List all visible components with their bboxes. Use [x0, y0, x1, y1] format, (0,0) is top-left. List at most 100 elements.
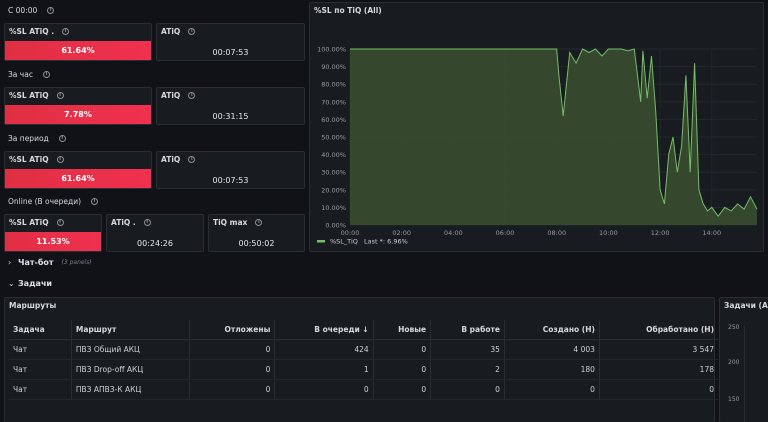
- chart-title: %SL по TiQ (All): [314, 6, 382, 15]
- x-tick-label: 04:00: [444, 229, 463, 237]
- table-cell: 424: [274, 339, 374, 360]
- table-row[interactable]: Чат ПВЗ Drop-off АКЦ 0 1 0 2 180 178: [9, 359, 718, 380]
- x-tick-label: 08:00: [547, 229, 566, 237]
- stat-value: 00:31:15: [212, 112, 249, 121]
- stat-sl-atiq-3: %SL ATiQ i 61.64%: [4, 151, 152, 189]
- row-chatbot[interactable]: › Чат-бот (3 panels): [8, 258, 92, 267]
- x-tick-label: 00:00: [341, 229, 360, 237]
- info-icon[interactable]: i: [58, 135, 66, 142]
- column-header[interactable]: Отложены: [189, 320, 275, 340]
- info-icon[interactable]: i: [56, 219, 64, 226]
- stat-atiq-2: ATiQ i 00:31:15: [156, 87, 305, 125]
- x-tick-label: 06:00: [496, 229, 515, 237]
- table-cell: Чат: [9, 359, 72, 380]
- column-header[interactable]: В работе: [430, 320, 505, 340]
- info-icon[interactable]: i: [56, 92, 64, 99]
- table-row[interactable]: Чат ПВЗ Общий АКЦ 0 424 0 35 4 003 3 547: [9, 339, 718, 360]
- tasks-ytick: 200: [728, 359, 740, 366]
- table-cell: Чат: [9, 339, 72, 360]
- stat-value: 00:24:26: [137, 239, 173, 248]
- stat-atiq-4: ATiQ .i 00:24:26: [106, 214, 204, 252]
- tasks-ytick: 250: [728, 324, 740, 331]
- info-icon[interactable]: i: [188, 156, 196, 163]
- stat-sl-atiq-1: %SL ATiQ .i 61.64%: [4, 23, 152, 61]
- table-cell: 0: [274, 379, 374, 400]
- table-cell: 2: [430, 359, 505, 380]
- info-icon[interactable]: i: [143, 219, 151, 226]
- table-cell: 1: [274, 359, 374, 380]
- stat-value: 00:07:53: [212, 176, 249, 185]
- table-cell: 0: [189, 379, 275, 400]
- table-cell: ПВЗ Drop-off АКЦ: [70, 359, 190, 380]
- routes-title: Маршруты: [9, 301, 57, 310]
- table-cell: ПВЗ Общий АКЦ: [70, 339, 190, 360]
- y-tick-label: 50.00%: [321, 134, 346, 142]
- table-cell: 0: [372, 379, 431, 400]
- table-cell: 0: [189, 359, 275, 380]
- section-label-online: Online (В очереди) i: [8, 197, 99, 206]
- info-icon[interactable]: i: [91, 198, 99, 205]
- y-tick-label: 30.00%: [321, 169, 346, 177]
- section-label-since-midnight: С 00:00 i: [8, 6, 55, 15]
- legend-swatch: [317, 240, 325, 243]
- stat-value: 00:07:53: [212, 48, 249, 57]
- section-label-period: За период i: [8, 134, 66, 143]
- chart-svg[interactable]: 0.00% 10.00% 20.00% 30.00% 40.00% 50.00% 60.00…: [310, 3, 765, 253]
- routes-panel: Маршруты Задача Маршрут Отложены В очереди …: [4, 297, 718, 422]
- x-tick-label: 10:00: [599, 229, 618, 237]
- legend-stat: Last *: 6.96%: [364, 238, 408, 246]
- stat-atiq-3: ATiQ i 00:07:53: [156, 151, 305, 189]
- stat-tiq-max: TiQ max i 00:50:02: [208, 214, 305, 252]
- series-area: [350, 49, 757, 225]
- y-tick-label: 80.00%: [321, 81, 346, 89]
- y-tick-label: 60.00%: [321, 116, 346, 124]
- info-icon[interactable]: i: [56, 156, 64, 163]
- x-tick-label: 14:00: [702, 229, 721, 237]
- stat-value-red: 7.78%: [5, 105, 151, 124]
- table-cell: 4 003: [503, 339, 600, 360]
- y-tick-label: 0.00%: [325, 222, 346, 230]
- info-icon[interactable]: i: [42, 71, 50, 78]
- stat-value-red: 61.64%: [5, 41, 151, 60]
- chevron-down-icon: ⌄: [8, 279, 15, 288]
- table-cell: 0: [189, 339, 275, 360]
- table-cell: 0: [598, 379, 718, 400]
- stat-value: 00:50:02: [238, 239, 275, 248]
- y-tick-label: 70.00%: [321, 98, 346, 106]
- y-tick-label: 100.00%: [317, 46, 346, 54]
- column-header[interactable]: Новые: [372, 320, 431, 340]
- column-header[interactable]: В очереди ↓: [274, 320, 374, 340]
- table-cell: 178: [598, 359, 718, 380]
- legend-series-name: %SL_TiQ: [330, 238, 358, 246]
- stat-sl-atiq-4: %SL ATiQ i 11.53%: [4, 214, 102, 252]
- x-tick-label: 12:00: [651, 229, 670, 237]
- stat-value-red: 61.64%: [5, 169, 151, 188]
- column-header[interactable]: Задача: [9, 320, 72, 340]
- column-header[interactable]: Маршрут: [70, 320, 190, 340]
- row-tasks[interactable]: ⌄ Задачи: [8, 279, 53, 288]
- y-tick-label: 20.00%: [321, 186, 346, 194]
- x-tick-label: 02:00: [392, 229, 411, 237]
- table-cell: 0: [372, 359, 431, 380]
- info-icon[interactable]: i: [188, 92, 196, 99]
- chevron-right-icon: ›: [8, 258, 12, 267]
- table-row[interactable]: Чат ПВЗ АПВЗ-К АКЦ 0 0 0 0 0 0: [9, 379, 718, 400]
- tasks-ytick: 150: [728, 396, 740, 403]
- info-icon[interactable]: i: [47, 7, 55, 14]
- info-icon[interactable]: i: [255, 219, 263, 226]
- tasks-title: Задачи (All): [724, 301, 768, 310]
- routes-table: Задача Маршрут Отложены В очереди ↓ Новые В р…: [9, 320, 718, 400]
- column-header[interactable]: Обработано (Н): [598, 320, 718, 340]
- sl-tiq-chart-panel: %SL по TiQ (All) 0.00% 10.00% 20.00% 30.00%…: [309, 2, 764, 252]
- column-header[interactable]: Создано (Н): [503, 320, 600, 340]
- table-cell: 0: [503, 379, 600, 400]
- y-tick-label: 90.00%: [321, 63, 346, 71]
- section-label-hour: За час i: [8, 70, 50, 79]
- stat-sl-atiq-2: %SL ATiQ i 7.78%: [4, 87, 152, 125]
- table-cell: 0: [372, 339, 431, 360]
- info-icon[interactable]: i: [62, 28, 70, 35]
- info-icon[interactable]: i: [188, 28, 196, 35]
- table-cell: 180: [503, 359, 600, 380]
- table-cell: ПВЗ АПВЗ-К АКЦ: [70, 379, 190, 400]
- y-tick-label: 10.00%: [321, 204, 346, 212]
